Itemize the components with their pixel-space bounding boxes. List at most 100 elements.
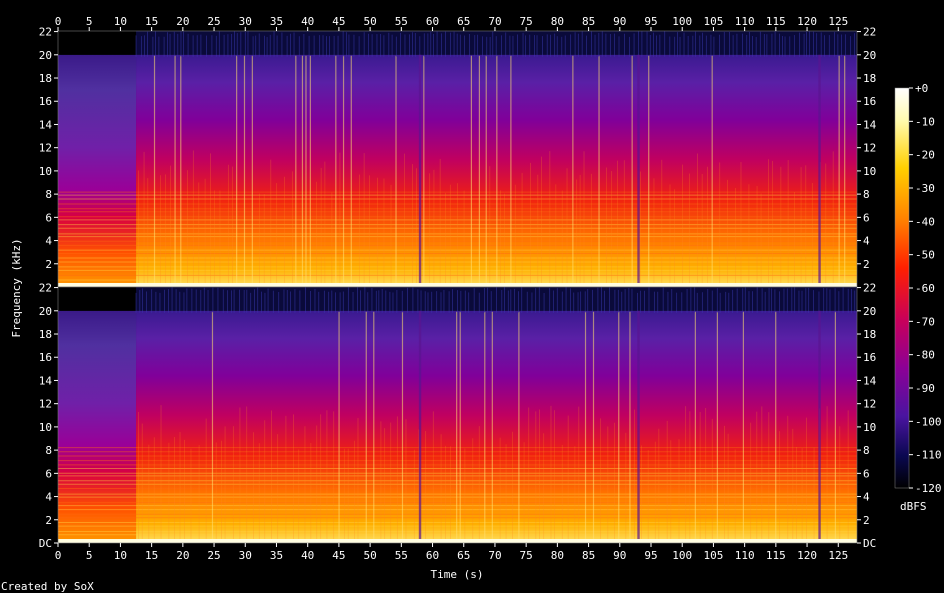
y-tick-label-right: 20: [863, 49, 876, 62]
intro-silence: [58, 287, 137, 311]
x-tick-label-top: 85: [582, 15, 595, 28]
y-tick-label-right: 8: [863, 188, 870, 201]
colorbar-ticks: +0 -10 -20 -30 -40 -50 -60 -70 -80 -90 -100 -110 -12…: [909, 82, 942, 495]
y-tick-label-left: 18: [39, 72, 52, 85]
y-tick-label-left: 12: [39, 398, 52, 411]
x-tick-label-top: 50: [363, 15, 376, 28]
x-tick-label-bottom: 105: [703, 549, 723, 562]
quiet-gap: [818, 54, 821, 288]
y-tick-label-left: 2: [45, 258, 52, 271]
y-tick-label-left: 20: [39, 49, 52, 62]
y-tick-label-left: 8: [45, 444, 52, 457]
x-tick-label-top: 60: [426, 15, 439, 28]
x-tick-label-bottom: 35: [270, 549, 283, 562]
spectral-energy-region: [136, 310, 857, 543]
x-tick-label-top: 25: [207, 15, 220, 28]
x-tick-label-top: 90: [613, 15, 626, 28]
y-tick-label-left: 16: [39, 351, 52, 364]
y-tick-label-right: 20: [863, 305, 876, 318]
y-tick-label-right: 22: [863, 282, 876, 295]
y-tick-label-left: 14: [39, 374, 53, 387]
y-tick-label-left: 2: [45, 514, 52, 527]
quiet-gap: [818, 310, 821, 543]
x-tick-label-bottom: 100: [672, 549, 692, 562]
colorbar-tick-label: -60: [915, 282, 935, 295]
y-tick-label-left: 6: [45, 467, 52, 480]
x-tick-label-bottom: 90: [613, 549, 626, 562]
y-tick-label-right: 10: [863, 421, 876, 434]
x-tick-label-top: 110: [735, 15, 755, 28]
x-tick-label-bottom: 125: [828, 549, 848, 562]
colorbar: [894, 87, 910, 489]
intro-region: [58, 54, 137, 288]
panel-frame: [57, 286, 858, 544]
quiet-gap: [418, 310, 422, 543]
x-tick-label-bottom: 0: [55, 549, 62, 562]
spectrogram-channel-1: [57, 30, 858, 288]
colorbar-tick-label: -10: [915, 115, 935, 128]
y-tick-label-right: 6: [863, 467, 870, 480]
x-tick-label-bottom: 20: [176, 549, 189, 562]
x-tick-label-bottom: 15: [145, 549, 158, 562]
x-tick-label-top: 70: [488, 15, 501, 28]
colorbar-tick-label: -30: [915, 182, 935, 195]
quiet-gap: [637, 54, 640, 288]
x-tick-label-top: 80: [551, 15, 564, 28]
colorbar-tick-label: -100: [915, 415, 942, 428]
x-tick-label-top: 125: [828, 15, 848, 28]
x-tick-label-bottom: 40: [301, 549, 314, 562]
colorbar-tick-label: -40: [915, 215, 935, 228]
dc-band: [58, 283, 857, 287]
x-tick-label-top: 55: [395, 15, 408, 28]
x-tick-label-top: 35: [270, 15, 283, 28]
x-tick-label-top: 115: [766, 15, 786, 28]
y-tick-label-left: 22: [39, 26, 52, 39]
y-tick-label-left: 12: [39, 142, 52, 155]
y-tick-label-right: 2: [863, 514, 870, 527]
x-tick-label-bottom: 95: [644, 549, 657, 562]
colorbar-tick-label: -120: [915, 482, 942, 495]
x-tick-label-top: 30: [239, 15, 252, 28]
y-tick-label-right: 14: [863, 374, 877, 387]
x-tick-label-top: 0: [55, 15, 62, 28]
y-tick-label-left: 8: [45, 188, 52, 201]
sox-credit: Created by SoX: [1, 580, 94, 593]
intro-region: [58, 310, 137, 543]
x-tick-label-bottom: 45: [332, 549, 345, 562]
x-tick-label-top: 105: [703, 15, 723, 28]
y-tick-label-left: 4: [45, 235, 52, 248]
y-tick-label-right: 18: [863, 72, 876, 85]
y-tick-label-right: DC: [863, 537, 876, 550]
y-tick-label-right: 4: [863, 235, 870, 248]
x-tick-label-top: 15: [145, 15, 158, 28]
colorbar-tick-label: -50: [915, 249, 935, 262]
x-tick-label-top: 100: [672, 15, 692, 28]
quiet-gap: [637, 310, 640, 543]
x-tick-label-bottom: 120: [797, 549, 817, 562]
x-tick-label-top: 10: [114, 15, 127, 28]
y-tick-label-left: 4: [45, 491, 52, 504]
x-tick-label-bottom: 110: [735, 549, 755, 562]
y-tick-label-right: 2: [863, 258, 870, 271]
quiet-gap: [418, 54, 422, 288]
spectrogram-channel-2: [57, 286, 858, 544]
y-tick-label-right: 4: [863, 491, 870, 504]
y-tick-label-left: 22: [39, 282, 52, 295]
dc-band: [58, 539, 857, 543]
y-tick-label-right: 16: [863, 351, 876, 364]
x-tick-label-bottom: 30: [239, 549, 252, 562]
y-tick-label-left: 6: [45, 211, 52, 224]
y-tick-label-left: 10: [39, 165, 52, 178]
x-tick-label-bottom: 65: [457, 549, 470, 562]
colorbar-tick-label: +0: [915, 82, 928, 95]
y-tick-label-left: 18: [39, 328, 52, 341]
y-tick-label-left: 16: [39, 95, 52, 108]
colorbar-tick-label: -90: [915, 382, 935, 395]
y-tick-label-left: DC: [39, 537, 52, 550]
colorbar-tick-label: -80: [915, 349, 935, 362]
x-tick-label-top: 75: [520, 15, 533, 28]
y-tick-label-right: 12: [863, 398, 876, 411]
x-tick-label-bottom: 75: [520, 549, 533, 562]
x-tick-label-top: 120: [797, 15, 817, 28]
